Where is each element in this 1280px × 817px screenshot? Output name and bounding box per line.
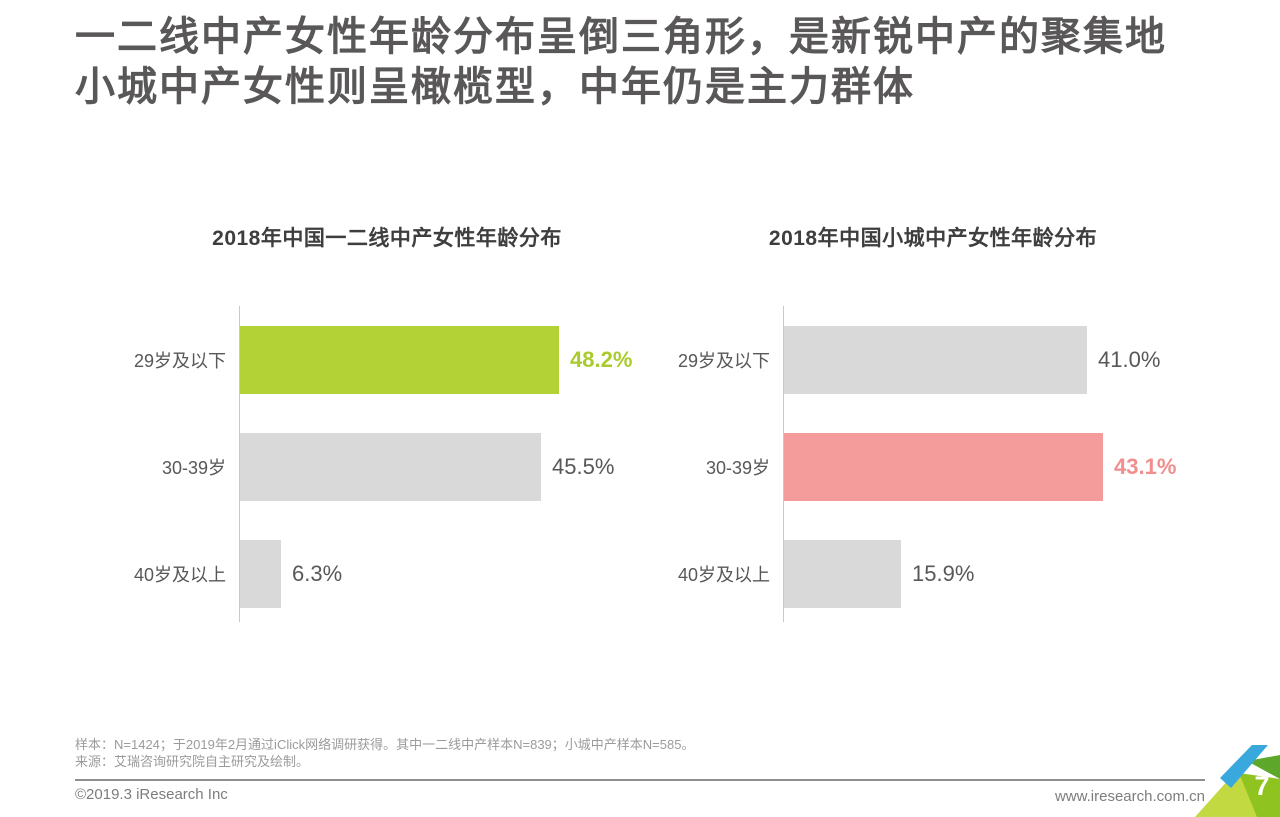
category-label: 29岁及以下	[133, 351, 226, 371]
bar-track: 48.2%	[239, 326, 635, 394]
corner-logo-triangles-icon	[1195, 745, 1280, 817]
bar-row: 29岁及以下 48.2%	[75, 326, 635, 394]
page-number: 7	[1254, 771, 1270, 801]
source-note: 来源：艾瑞咨询研究院自主研究及绘制。	[75, 754, 310, 769]
chart-title-left: 2018年中国一二线中产女性年龄分布	[212, 227, 562, 250]
category-label: 29岁及以下	[677, 351, 770, 371]
bar-plot-left: 29岁及以下 48.2% 30-39岁 45.5% 40岁及以上 6.3%	[75, 306, 635, 622]
value-label: 43.1%	[1114, 454, 1177, 479]
footer-divider	[75, 779, 1205, 781]
bar-row: 40岁及以上 6.3%	[75, 540, 635, 608]
bar-track: 6.3%	[239, 540, 635, 608]
bar-plot-right: 29岁及以下 41.0% 30-39岁 43.1% 40岁及以上 15.9%	[645, 306, 1205, 622]
footer-notes: 样本：N=1424；于2019年2月通过iClick网络调研获得。其中一二线中产…	[75, 736, 1175, 770]
bar	[783, 540, 901, 608]
slide-title-line1: 一二线中产女性年龄分布呈倒三角形，是新锐中产的聚集地	[75, 15, 1167, 59]
website-text: www.iresearch.com.cn	[1054, 788, 1205, 805]
value-label: 15.9%	[912, 561, 975, 586]
bar-row: 40岁及以上 15.9%	[645, 540, 1205, 608]
bar-track: 43.1%	[783, 433, 1205, 501]
category-label: 40岁及以上	[133, 565, 226, 585]
chart-tier1-2-cities: 2018年中国一二线中产女性年龄分布 29岁及以下 48.2% 30-39岁 45.5…	[75, 225, 635, 622]
bar-row: 29岁及以下 41.0%	[645, 326, 1205, 394]
value-label: 41.0%	[1098, 347, 1161, 372]
bar	[239, 433, 541, 501]
bar	[783, 326, 1087, 394]
value-label: 6.3%	[292, 561, 343, 586]
bar	[239, 540, 281, 608]
slide-title: 一二线中产女性年龄分布呈倒三角形，是新锐中产的聚集地 小城中产女性则呈橄榄型，中…	[75, 12, 1215, 112]
category-label: 30-39岁	[161, 458, 226, 478]
copyright-text: ©2019.3 iResearch Inc	[75, 786, 228, 803]
iresearch-corner-logo: 7	[1195, 745, 1280, 817]
bar-track: 15.9%	[783, 540, 1205, 608]
bar-row: 30-39岁 45.5%	[75, 433, 635, 501]
bar-track: 45.5%	[239, 433, 635, 501]
slide-title-line2: 小城中产女性则呈橄榄型，中年仍是主力群体	[75, 65, 915, 109]
bar-track: 41.0%	[783, 326, 1205, 394]
y-axis-line	[783, 306, 784, 622]
highlighted-bar	[239, 326, 559, 394]
value-label: 45.5%	[552, 454, 615, 479]
chart-title-right: 2018年中国小城中产女性年龄分布	[768, 227, 1098, 250]
sample-note: 样本：N=1424；于2019年2月通过iClick网络调研获得。其中一二线中产…	[75, 737, 695, 752]
bar-row: 30-39岁 43.1%	[645, 433, 1205, 501]
category-label: 30-39岁	[705, 458, 770, 478]
highlighted-bar	[783, 433, 1103, 501]
y-axis-line	[239, 306, 240, 622]
category-label: 40岁及以上	[677, 565, 770, 585]
value-label: 48.2%	[570, 347, 633, 372]
chart-small-cities: 2018年中国小城中产女性年龄分布 29岁及以下 41.0% 30-39岁 43.1%…	[645, 225, 1205, 622]
